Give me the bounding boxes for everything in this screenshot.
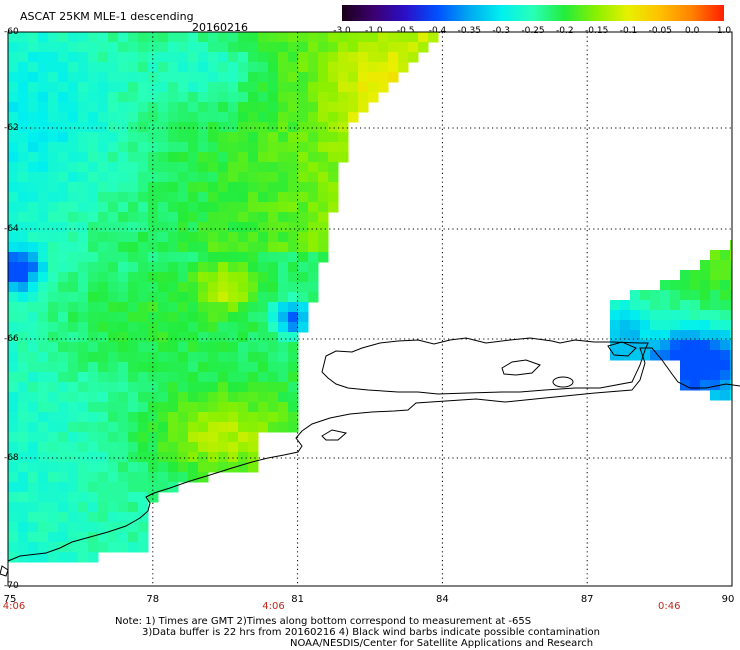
note-line-1: Note: 1) Times are GMT 2)Times along bot… xyxy=(115,616,532,627)
coast-peninsula xyxy=(607,341,637,357)
swath-left xyxy=(8,32,439,563)
island-outline xyxy=(552,376,574,388)
colorbar-tick-label: -0.1 xyxy=(619,26,638,36)
pass-time-label: 4:06 xyxy=(2,601,26,612)
colorbar-tick-label: 0.0 xyxy=(684,26,700,36)
lat-label: -64 xyxy=(4,224,19,234)
swath-right xyxy=(610,240,732,401)
map-frame xyxy=(7,31,733,587)
lat-label: -70 xyxy=(4,581,19,591)
colorbar-tick-label: -0.15 xyxy=(585,26,609,36)
antarctic-coastline xyxy=(7,347,740,562)
lon-label: 87 xyxy=(580,594,594,605)
coast-islet xyxy=(0,565,9,577)
colorbar xyxy=(342,5,724,21)
lat-lon-grid xyxy=(8,32,732,586)
ice-shelf-outline xyxy=(321,337,649,395)
lat-label: -62 xyxy=(4,123,19,133)
coast-spit xyxy=(321,429,348,441)
lon-label: 78 xyxy=(146,594,160,605)
lon-label: 81 xyxy=(291,594,304,605)
colorbar-tick-label: -0.05 xyxy=(648,26,672,36)
note-line-3: NOAA/NESDIS/Center for Satellite Applica… xyxy=(290,638,594,649)
colorbar-tick-label: -0.2 xyxy=(556,26,574,36)
map-date: 20160216 xyxy=(192,21,248,34)
colorbar-tick-label: -0.3 xyxy=(492,26,510,36)
colorbar-tick-label: -3.0 xyxy=(333,26,351,36)
lat-label: -66 xyxy=(4,334,19,344)
lat-label: -68 xyxy=(4,453,19,463)
pass-time-label: 0:46 xyxy=(658,601,681,612)
colorbar-tick-label: -0.4 xyxy=(428,26,447,36)
colorbar-tick-label: -0.25 xyxy=(521,26,545,36)
lat-label: -60 xyxy=(4,27,19,37)
coastline xyxy=(0,337,740,577)
colorbar-tick-label: -0.35 xyxy=(457,26,481,36)
lon-label: 90 xyxy=(721,594,735,605)
colorbar-gradient xyxy=(342,5,724,21)
colorbar-tick-label: -1.0 xyxy=(365,26,383,36)
coast-inlet xyxy=(501,359,541,376)
lon-label: 75 xyxy=(3,594,17,605)
note-line-2: 3)Data buffer is 22 hrs from 20160216 4)… xyxy=(142,627,600,638)
map-title: ASCAT 25KM MLE-1 descending xyxy=(20,10,194,23)
lon-label: 84 xyxy=(436,594,449,605)
colorbar-tick-label: 1.0 xyxy=(716,26,732,36)
colorbar-tick-label: -0.5 xyxy=(396,26,415,36)
pass-time-label: 4:06 xyxy=(262,601,285,612)
